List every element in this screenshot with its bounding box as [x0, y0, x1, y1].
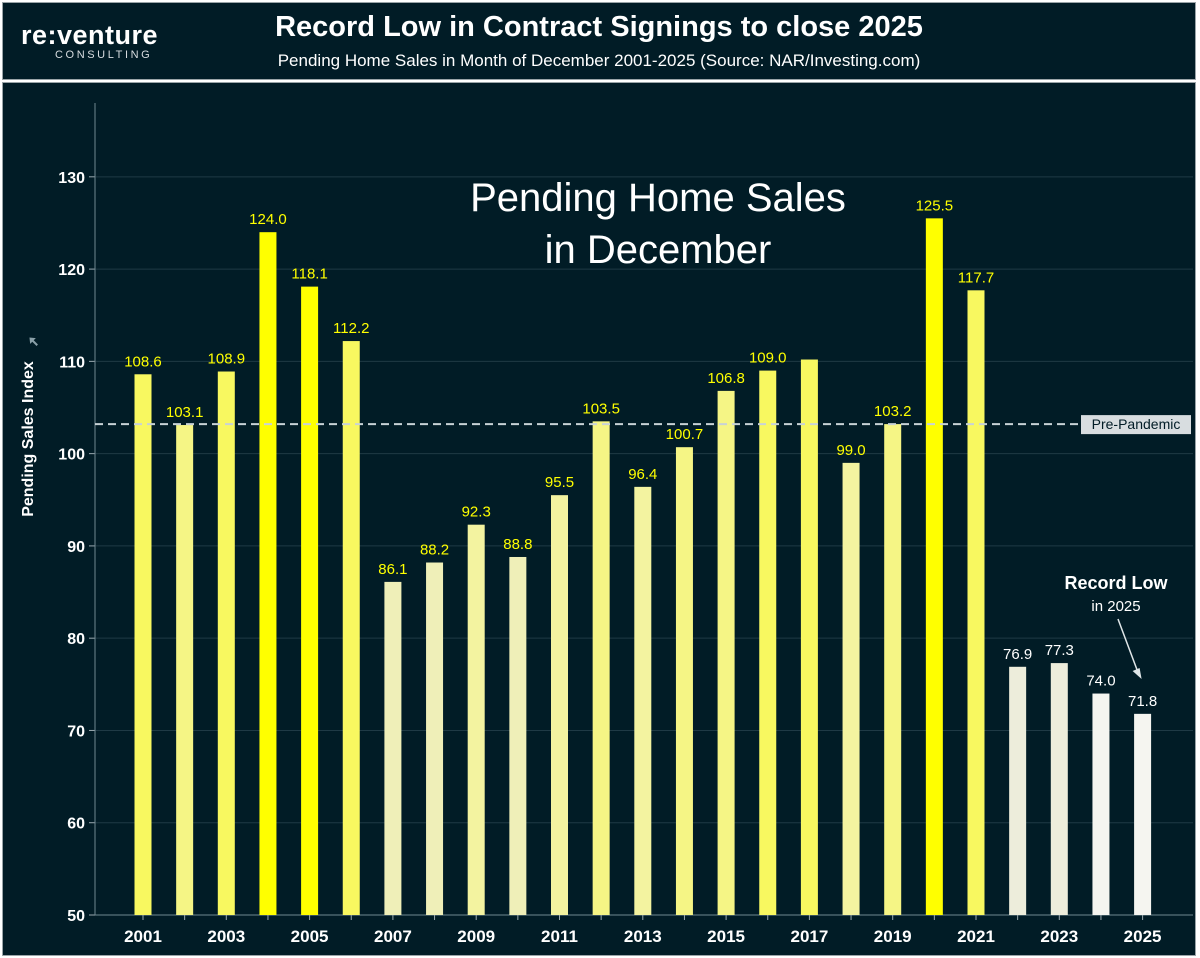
bar-2009	[467, 524, 485, 915]
bar-2019	[884, 424, 902, 915]
x-tick-label: 2023	[1040, 927, 1078, 946]
data-label-2025: 71.8	[1128, 693, 1157, 710]
y-tick-label: 120	[58, 262, 85, 279]
bar-2018	[842, 462, 860, 915]
data-label-2001: 108.6	[124, 353, 162, 370]
data-label-2016: 109.0	[749, 350, 787, 367]
data-label-2024: 74.0	[1086, 673, 1115, 690]
inner-title-line-1: Pending Home Sales	[470, 176, 846, 220]
data-label-2023: 77.3	[1045, 642, 1074, 659]
annotation-arrow-head	[1132, 668, 1142, 679]
data-label-2013: 96.4	[628, 466, 657, 483]
data-label-2006: 112.2	[333, 320, 369, 337]
y-tick-label: 130	[58, 170, 85, 187]
data-label-2004: 124.0	[249, 211, 287, 228]
x-tick-label: 2011	[541, 927, 578, 946]
bar-2014	[675, 447, 693, 915]
data-label-2009: 92.3	[462, 504, 491, 521]
logo-main-text: re:venture	[21, 20, 159, 50]
bar-2001	[134, 374, 152, 915]
x-tick-label: 2017	[790, 927, 828, 946]
bar-2024	[1092, 693, 1110, 915]
bar-2005	[301, 286, 319, 915]
data-label-2003: 108.9	[208, 351, 246, 368]
data-label-2018: 99.0	[836, 442, 865, 459]
x-tick-label: 2019	[874, 927, 912, 946]
pin-icon	[29, 337, 38, 346]
bar-2004	[259, 232, 277, 915]
bar-2006	[342, 341, 360, 916]
x-tick-label: 2015	[707, 927, 745, 946]
brand-logo: re:venture CONSULTING	[21, 21, 158, 61]
data-label-2012: 103.5	[582, 400, 620, 417]
y-tick-label: 110	[59, 354, 85, 371]
chart-panel: 50 60 70 80 90 100 110 120 130 Pending Sales Inde…	[2, 82, 1196, 956]
y-axis-label: Pending Sales Index	[20, 361, 37, 517]
header-panel: re:venture CONSULTING Record Low in Cont…	[2, 2, 1196, 80]
y-tick-label: 100	[58, 447, 85, 464]
bar-2010	[509, 556, 527, 915]
bar-2013	[634, 486, 652, 915]
x-tick-label: 2013	[624, 927, 662, 946]
bar-2002	[176, 425, 194, 915]
y-tick-label: 50	[67, 908, 85, 925]
annotation-title: Record Low	[1064, 573, 1168, 593]
y-tick-label: 60	[67, 816, 85, 833]
x-tick-label: 2003	[207, 927, 245, 946]
data-label-2019: 103.2	[874, 403, 912, 420]
data-label-2015: 106.8	[707, 370, 745, 387]
bar-chart: 50 60 70 80 90 100 110 120 130 Pending Sales Inde…	[20, 103, 1193, 946]
bar-2007	[384, 581, 402, 915]
x-tick-label: 2007	[374, 927, 412, 946]
data-label-2014: 100.7	[666, 426, 704, 443]
chart-subtitle: Pending Home Sales in Month of December …	[277, 51, 921, 70]
bar-2021	[967, 290, 985, 916]
data-label-2008: 88.2	[420, 542, 449, 559]
annotation-text: in 2025	[1091, 598, 1140, 615]
bar-2012	[592, 421, 610, 915]
data-label-2021: 117.7	[958, 269, 994, 286]
bar-2008	[426, 562, 444, 915]
pre-pandemic-label-box	[1081, 415, 1191, 435]
bar-2011	[551, 495, 568, 915]
bar-2017	[800, 359, 818, 915]
logo-sub-text: CONSULTING	[55, 49, 153, 61]
y-tick-label: 90	[67, 539, 85, 556]
inner-title-line-2: in December	[545, 228, 772, 272]
x-tick-label: 2005	[291, 927, 329, 946]
data-label-2011: 95.5	[545, 474, 574, 491]
bar-2020	[925, 218, 943, 915]
chart-title: Record Low in Contract Signings to close…	[275, 11, 923, 43]
data-label-2010: 88.8	[503, 536, 532, 553]
annotation-arrow-line	[1117, 618, 1140, 675]
pre-pandemic-label: Pre-Pandemic	[1092, 416, 1181, 432]
data-label-2005: 118.1	[291, 266, 327, 283]
data-label-2007: 86.1	[378, 561, 407, 578]
y-tick-label: 70	[67, 723, 85, 740]
bar-2025	[1134, 713, 1152, 915]
x-tick-label: 2009	[457, 927, 495, 946]
data-label-2022: 76.9	[1003, 646, 1032, 663]
data-label-2020: 125.5	[916, 197, 954, 214]
x-tick-label: 2025	[1124, 927, 1162, 946]
x-tick-label: 2021	[957, 927, 995, 946]
bar-2003	[217, 371, 235, 915]
bar-2016	[759, 370, 777, 915]
data-label-2002: 103.1	[166, 404, 204, 421]
bar-2023	[1050, 663, 1068, 915]
bar-2022	[1009, 666, 1027, 915]
bar-2015	[717, 390, 735, 916]
x-tick-label: 2001	[124, 927, 162, 946]
y-tick-label: 80	[67, 631, 85, 648]
